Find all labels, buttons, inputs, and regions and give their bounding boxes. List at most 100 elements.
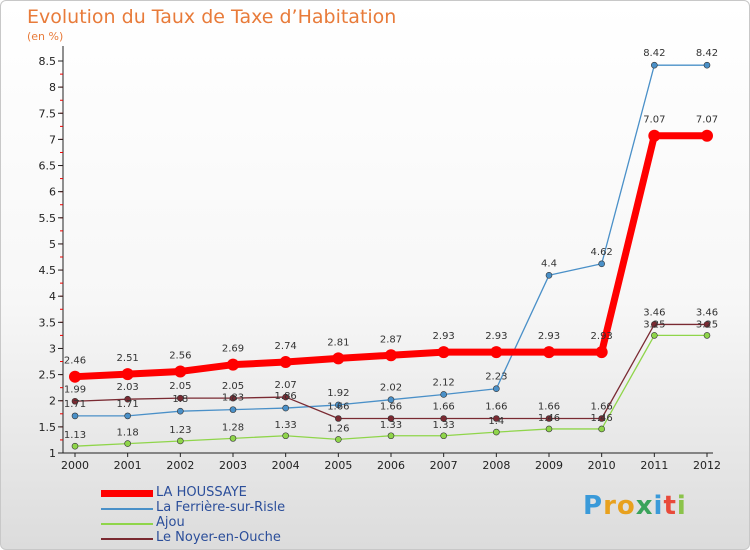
series-2-point [651,321,658,328]
series-1-data-label: 1.46 [591,413,613,424]
logo-letter-o: o [616,491,636,521]
series-2-data-label: 1.66 [591,402,613,413]
series-0-data-label: 1.92 [327,388,349,399]
y-tick-label: 4.5 [39,264,57,277]
series-2-data-label: 1.66 [485,402,507,413]
series-1-point [703,332,711,339]
y-tick-label: 8.5 [39,55,57,68]
y-tick-label: 5 [49,238,56,251]
series-1-point [493,428,500,436]
series-0-data-label: 4.4 [541,258,557,269]
y-tick-label: 6.5 [39,160,57,173]
series-3-point [121,368,134,381]
series-2-data-label: 3.46 [643,307,665,318]
series-1-point [545,425,553,433]
series-1-point [229,435,237,442]
y-tick-label: 1 [49,447,56,460]
series-3-point [437,346,450,359]
series-1-point [651,332,658,339]
series-0-data-label: 2.12 [433,377,455,388]
logo-letter-x: x [635,491,654,521]
series-3-data-label: 2.69 [222,344,244,355]
legend-label-ajou: Ajou [156,515,185,530]
x-tick-label: 2012 [693,459,721,472]
series-0-data-label: 2.02 [380,383,402,394]
series-3-data-label: 2.93 [538,331,560,342]
legend-swatch-le-noyer [101,538,153,540]
series-1-point [387,432,395,440]
series-2-data-label: 2.07 [275,380,297,391]
series-2-point [71,397,79,405]
series-2-point [493,415,500,422]
y-tick-label: 8 [49,81,56,94]
series-3-point [595,346,608,359]
series-1-data-label: 1.28 [222,422,244,433]
series-2-point [124,395,131,403]
series-0-point [651,61,658,69]
series-3-data-label: 7.07 [643,115,665,126]
series-line-0 [74,64,708,417]
series-1-data-label: 1.13 [64,430,86,441]
series-1-point [282,432,289,440]
series-0-point [598,260,605,268]
series-2-point [282,393,289,401]
series-3-point [174,365,187,378]
series-1-data-label: 1.23 [169,425,191,436]
series-0-data-label: 1.83 [222,393,244,404]
series-3-data-label: 2.74 [275,341,297,352]
legend-label-la-houssaye: LA HOUSSAYE [156,485,247,500]
proxiti-logo: Proxiti [583,491,687,521]
series-1-data-label: 1.18 [117,428,139,439]
y-tick-label: 1.5 [39,421,57,434]
series-3-point [279,356,292,369]
series-0-point [71,412,79,420]
x-tick-label: 2007 [430,459,458,472]
series-3-data-label: 2.81 [327,337,349,348]
series-0-point [545,271,553,279]
series-1-point [598,425,605,433]
series-3-data-label: 2.51 [117,353,139,364]
chart-unit: (en %) [27,30,64,43]
logo-letter-p: P [583,491,604,521]
logo-letter-t: t [663,491,677,521]
series-0-data-label: 8.42 [696,48,718,59]
y-tick-label: 7.5 [39,107,57,120]
y-tick-label: 3 [49,342,56,355]
series-3-point [69,370,81,383]
logo-letter-i: i [653,491,664,521]
series-0-data-label: 4.62 [591,247,613,258]
series-2-point [703,321,711,328]
y-tick-label: 7 [49,133,56,146]
x-tick-label: 2003 [219,459,247,472]
series-1-data-label: 1.4 [488,416,504,427]
series-3-point [648,129,661,142]
series-0-point [387,396,395,403]
series-1-data-label: 1.33 [433,420,455,431]
legend-label-le-noyer: Le Noyer-en-Ouche [156,530,281,545]
series-0-data-label: 1.8 [172,394,188,405]
series-3-point [701,129,713,142]
series-2-data-label: 1.66 [380,402,402,413]
series-1-data-label: 1.33 [275,420,297,431]
series-1-data-label: 3.25 [696,319,718,330]
series-3-point [227,358,239,371]
series-3-point [332,352,345,365]
series-0-point [493,385,500,393]
y-tick-label: 6 [49,186,56,199]
logo-letter-r: r [603,491,617,521]
series-2-data-label: 1.66 [433,402,455,413]
series-3-data-label: 2.93 [433,331,455,342]
series-2-point [545,415,553,422]
series-0-data-label: 8.42 [643,48,665,59]
legend-label-la-ferriere: La Ferrière-sur-Risle [156,500,286,515]
legend-swatch-la-houssaye [101,490,153,497]
series-1-data-label: 3.25 [643,319,665,330]
series-2-data-label: 1.99 [64,384,86,395]
x-tick-label: 2001 [114,459,142,472]
series-1-point [335,436,342,443]
y-tick-label: 2 [49,395,56,408]
x-tick-label: 2011 [640,459,668,472]
series-0-point [703,61,711,69]
